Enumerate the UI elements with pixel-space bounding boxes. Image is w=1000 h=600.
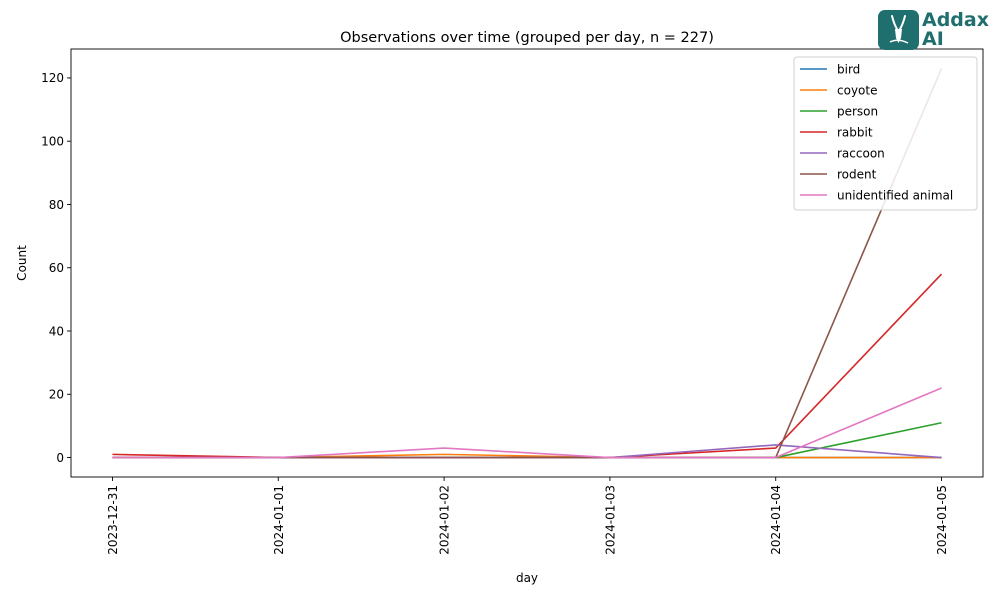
x-tick-label: 2024-01-03	[603, 485, 617, 555]
legend-label: raccoon	[837, 146, 885, 160]
x-tick-label: 2024-01-05	[935, 485, 949, 555]
antelope-icon	[878, 10, 919, 50]
y-tick-label: 0	[56, 451, 64, 465]
legend-label: unidentified animal	[837, 188, 953, 202]
legend-label: bird	[837, 62, 860, 76]
logo-text-line1: Addax	[922, 9, 989, 31]
x-axis: 2023-12-31 2024-01-01 2024-01-02 2024-01-03…	[106, 477, 949, 555]
x-tick-label: 2023-12-31	[106, 485, 120, 555]
x-axis-label: day	[516, 571, 538, 585]
addax-ai-logo: Addax AI	[878, 10, 996, 52]
legend-box	[793, 56, 978, 211]
y-tick-label: 60	[49, 261, 64, 275]
series-line-unidentified-animal	[112, 387, 942, 459]
x-tick-label: 2024-01-02	[438, 485, 452, 555]
y-tick-label: 120	[41, 71, 64, 85]
chart-title: Observations over time (grouped per day,…	[340, 30, 714, 46]
x-tick-label: 2024-01-01	[272, 485, 286, 555]
legend-label: rodent	[837, 167, 877, 181]
x-tick-label: 2024-01-04	[769, 485, 783, 555]
y-axis-label: Count	[15, 245, 29, 281]
y-axis: 0 20 40 60 80 100 120	[41, 71, 71, 465]
series-lines	[112, 68, 943, 459]
y-tick-label: 40	[49, 324, 64, 338]
y-tick-label: 20	[49, 388, 64, 402]
legend-label: person	[837, 104, 878, 118]
plot-frame	[70, 48, 984, 478]
legend-label: rabbit	[837, 125, 873, 139]
legend: bird coyote person rabbit raccoon rodent unide…	[793, 56, 978, 211]
y-tick-label: 80	[49, 198, 64, 212]
y-tick-label: 100	[41, 135, 64, 149]
logo-text-line2: AI	[922, 28, 944, 50]
legend-label: coyote	[837, 83, 877, 97]
series-line-rabbit	[112, 273, 943, 459]
